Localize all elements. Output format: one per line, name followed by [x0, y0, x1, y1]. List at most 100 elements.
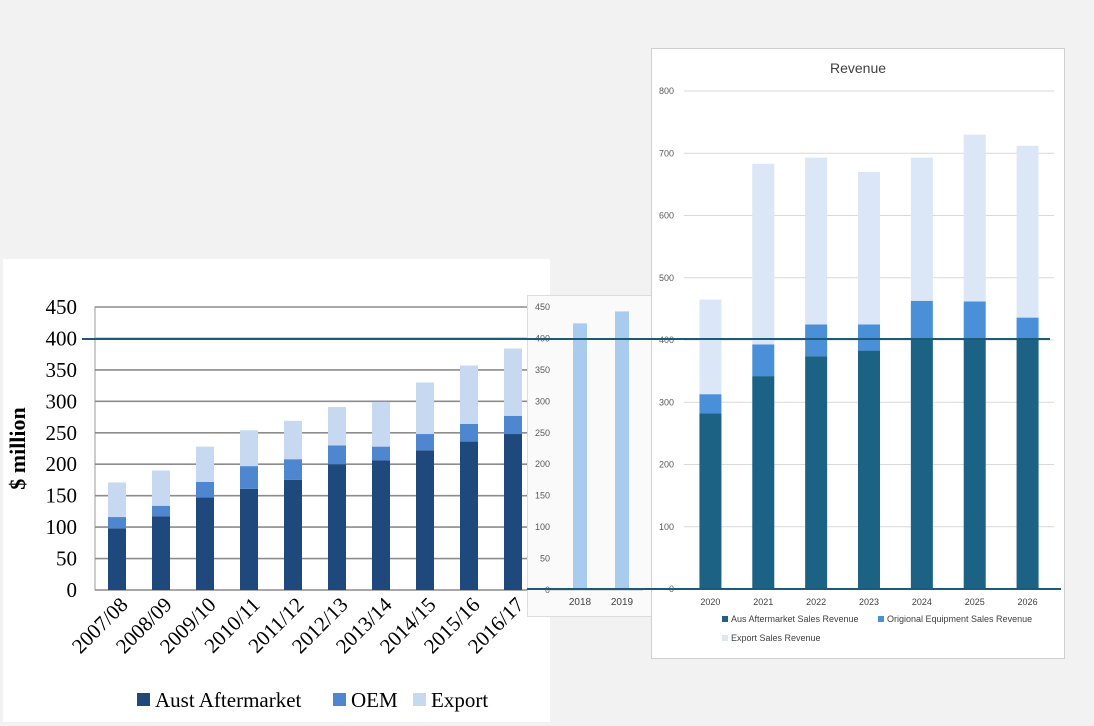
- revenue-forecast-chart: Revenue010020030040050060070080020202021…: [651, 48, 1065, 659]
- y-tick-label: 50: [56, 547, 77, 571]
- legend-swatch: [413, 693, 426, 706]
- bar-segment-2: [1016, 145, 1039, 318]
- forecast-2018-2019-chart: 05010015020025030035040045020182019: [527, 295, 652, 617]
- bar-segment-1: [805, 324, 828, 357]
- legend-label: Aus Aftermarket Sales Revenue: [731, 614, 859, 624]
- bar-segment-1: [752, 344, 775, 377]
- legend-label: Aust Aftermarket: [155, 688, 302, 712]
- chart-title: Revenue: [830, 60, 886, 76]
- bar-segment-2: [328, 406, 346, 446]
- bar-segment-0: [910, 338, 933, 589]
- y-tick-label: 450: [535, 302, 550, 312]
- bar-segment-2: [858, 171, 880, 325]
- legend-label: Export Sales Revenue: [731, 633, 821, 643]
- legend-swatch: [333, 693, 346, 706]
- bar-segment-1: [152, 505, 170, 517]
- bar-segment-1: [699, 394, 722, 414]
- legend-label: OEM: [351, 688, 398, 712]
- bar-segment-2: [752, 163, 775, 345]
- y-tick-label: 700: [659, 148, 674, 158]
- y-tick-label: 200: [535, 459, 550, 469]
- bar-segment-2: [699, 299, 722, 395]
- legend-swatch: [137, 693, 150, 706]
- x-tick-label: 2025: [965, 597, 985, 607]
- bar-segment-2: [152, 470, 170, 506]
- bar-segment-0: [1016, 338, 1039, 589]
- bar-segment-2: [805, 157, 828, 325]
- bar-segment-0: [805, 356, 828, 589]
- x-tick-label: 2024: [912, 597, 932, 607]
- y-tick-label: 400: [46, 326, 78, 350]
- x-tick-label: 2026: [1018, 597, 1038, 607]
- bar-segment-0: [152, 516, 170, 590]
- bar-segment-0: [504, 434, 522, 590]
- bar-segment-1: [963, 301, 986, 339]
- y-tick-label: 200: [46, 452, 78, 476]
- y-tick-label: 100: [46, 515, 78, 539]
- bar-segment-0: [328, 464, 346, 590]
- bar-segment-1: [284, 459, 302, 480]
- bar-segment-2: [416, 382, 434, 435]
- bar-segment-1: [504, 415, 522, 435]
- bar-segment-0: [858, 350, 880, 589]
- aftermarket-history-chart: 0 50 100 150 200 250 300 350 400 450 $ million 2007…: [3, 259, 550, 722]
- bar-segment-1: [240, 466, 258, 489]
- bar-segment-0: [372, 460, 390, 590]
- bar-segment-1: [108, 517, 126, 529]
- bar-segment-0: [752, 376, 775, 589]
- legend-label: Export: [431, 688, 488, 712]
- bar-segment-2: [284, 420, 302, 460]
- y-tick-label: 300: [46, 389, 78, 413]
- bar: [573, 323, 587, 590]
- y-tick-label: 200: [659, 460, 674, 470]
- legend-swatch: [878, 616, 884, 622]
- bar-segment-2: [196, 446, 214, 482]
- bar-segment-2: [108, 482, 126, 518]
- bar-segment-0: [416, 450, 434, 590]
- y-axis-label: $ million: [5, 407, 30, 490]
- bar-segment-0: [699, 413, 722, 589]
- bar-segment-0: [108, 528, 126, 590]
- bar-segment-2: [910, 157, 933, 301]
- revenue-chart-svg: Revenue010020030040050060070080020202021…: [659, 60, 1054, 643]
- x-tick-label: 2023: [859, 597, 879, 607]
- y-tick-label: 300: [659, 397, 674, 407]
- bar-segment-2: [963, 134, 986, 302]
- bar-segment-2: [504, 348, 522, 416]
- x-tick-label: 2020: [700, 597, 720, 607]
- bar-segment-2: [460, 365, 478, 424]
- y-tick-label: 100: [659, 522, 674, 532]
- bar-segment-2: [240, 430, 258, 467]
- y-tick-label: 150: [535, 491, 550, 501]
- y-tick-label: 350: [535, 365, 550, 375]
- x-tick-label: 2019: [611, 597, 634, 608]
- bar-segment-0: [240, 488, 258, 590]
- bar-segment-1: [372, 446, 390, 461]
- legend-swatch: [722, 635, 728, 641]
- bar-segment-0: [963, 338, 986, 589]
- bar-segment-1: [1016, 317, 1039, 339]
- bar-segment-1: [858, 324, 880, 351]
- y-tick-label: 100: [535, 522, 550, 532]
- y-tick-label: 500: [659, 273, 674, 283]
- bar-segment-1: [416, 434, 434, 451]
- bar: [615, 311, 629, 590]
- y-tick-label: 50: [540, 554, 550, 564]
- y-tick-label: 600: [659, 211, 674, 221]
- y-tick-label: 150: [46, 484, 78, 508]
- y-tick-label: 300: [535, 396, 550, 406]
- y-tick-label: 0: [67, 578, 78, 602]
- bar-segment-0: [460, 441, 478, 590]
- legend-label: Origional Equipment Sales Revenue: [887, 614, 1032, 624]
- x-tick-label: 2018: [569, 597, 592, 608]
- bar-segment-1: [196, 481, 214, 498]
- y-tick-label: 350: [46, 358, 78, 382]
- bar-segment-0: [196, 497, 214, 590]
- bar-segment-1: [328, 445, 346, 465]
- y-tick-label: 250: [535, 428, 550, 438]
- legend-swatch: [722, 616, 728, 622]
- bar-segment-2: [372, 401, 390, 447]
- y-tick-label: 800: [659, 86, 674, 96]
